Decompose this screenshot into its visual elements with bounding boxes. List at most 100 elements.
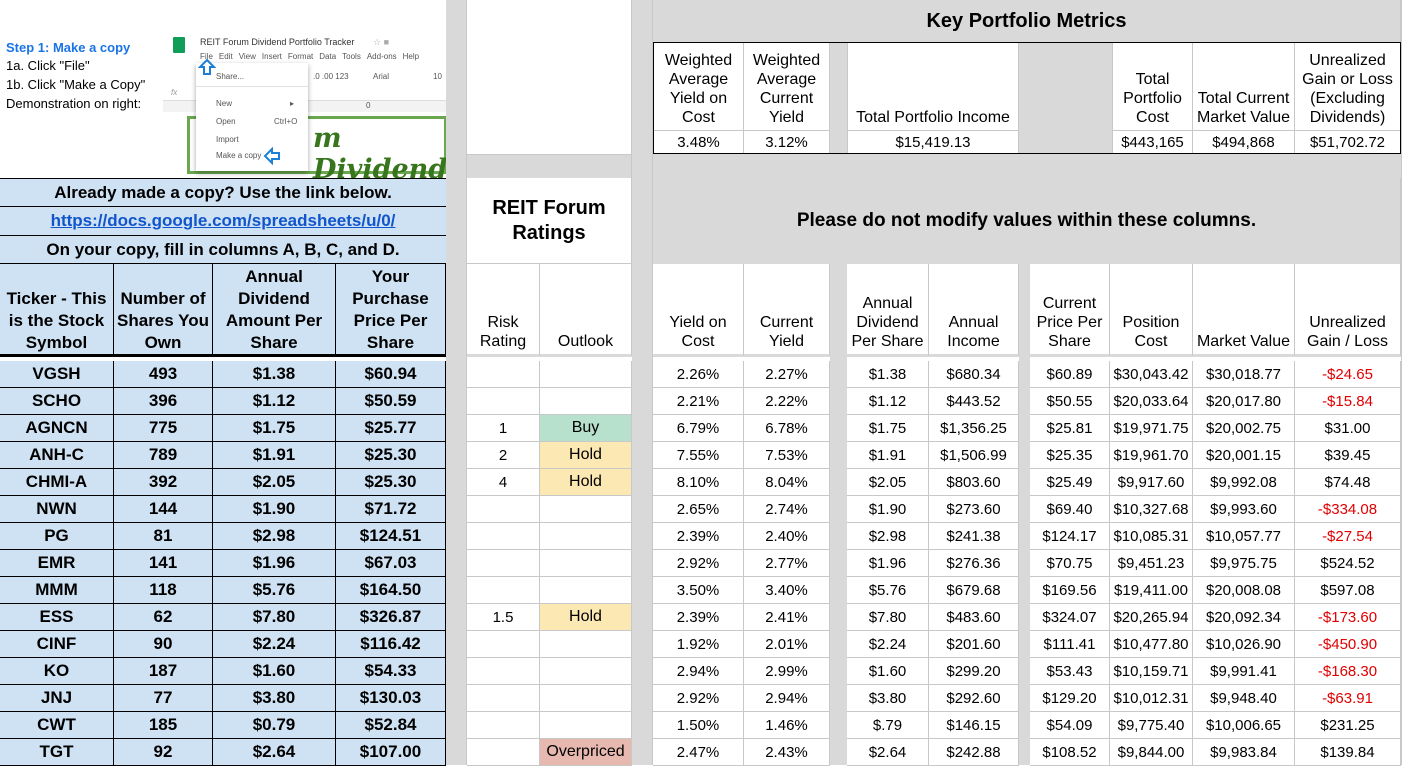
- cell-pos: $10,327.68: [1110, 496, 1193, 523]
- cell-ticker[interactable]: MMM: [0, 577, 114, 604]
- cell-yoc: 3.50%: [653, 577, 744, 604]
- metric-label-tcmv: Total Current Market Value: [1193, 43, 1295, 130]
- metric-value-tpi: $15,419.13: [847, 130, 1019, 153]
- cell-pos: $10,085.31: [1110, 523, 1193, 550]
- cell-income: $679.68: [929, 577, 1019, 604]
- cell-div[interactable]: $1.90: [213, 496, 336, 523]
- cell-ticker[interactable]: ANH-C: [0, 442, 114, 469]
- cell-shares[interactable]: 77: [114, 685, 213, 712]
- cell-shares[interactable]: 493: [114, 361, 213, 388]
- cell-adps: $.79: [847, 712, 929, 739]
- cell-shares[interactable]: 392: [114, 469, 213, 496]
- cell-price[interactable]: $52.84: [336, 712, 446, 739]
- do-not-modify-notice: Please do not modify values within these…: [653, 178, 1401, 264]
- cell-div[interactable]: $1.12: [213, 388, 336, 415]
- cell-ticker[interactable]: KO: [0, 658, 114, 685]
- cell-mv: $20,002.75: [1193, 415, 1295, 442]
- cell-div[interactable]: $1.38: [213, 361, 336, 388]
- cell-income: $242.88: [929, 739, 1019, 766]
- separator-column-4: [1019, 264, 1030, 765]
- cell-shares[interactable]: 396: [114, 388, 213, 415]
- demo-menu-help: Help: [402, 52, 420, 61]
- cell-shares[interactable]: 775: [114, 415, 213, 442]
- cell-price[interactable]: $130.03: [336, 685, 446, 712]
- cell-cpps: $111.41: [1030, 631, 1110, 658]
- cell-ticker[interactable]: CWT: [0, 712, 114, 739]
- cell-price[interactable]: $60.94: [336, 361, 446, 388]
- cell-div[interactable]: $0.79: [213, 712, 336, 739]
- cell-ticker[interactable]: CHMI-A: [0, 469, 114, 496]
- cell-ugl: $231.25: [1295, 712, 1401, 739]
- cell-price[interactable]: $25.77: [336, 415, 446, 442]
- cell-shares[interactable]: 90: [114, 631, 213, 658]
- cell-div[interactable]: $2.64: [213, 739, 336, 766]
- cell-ticker[interactable]: TGT: [0, 739, 114, 766]
- cell-mv: $20,001.15: [1193, 442, 1295, 469]
- cell-div[interactable]: $1.75: [213, 415, 336, 442]
- spreadsheets-link[interactable]: https://docs.google.com/spreadsheets/u/0…: [50, 211, 396, 230]
- cell-div[interactable]: $2.98: [213, 523, 336, 550]
- cell-price[interactable]: $54.33: [336, 658, 446, 685]
- cell-shares[interactable]: 118: [114, 577, 213, 604]
- cell-income: $146.15: [929, 712, 1019, 739]
- cell-price[interactable]: $116.42: [336, 631, 446, 658]
- instruction-line-3: Demonstration on right:: [6, 96, 142, 111]
- cell-shares[interactable]: 789: [114, 442, 213, 469]
- cell-cpps: $129.20: [1030, 685, 1110, 712]
- cell-div[interactable]: $5.76: [213, 577, 336, 604]
- cell-div[interactable]: $7.80: [213, 604, 336, 631]
- cell-ticker[interactable]: SCHO: [0, 388, 114, 415]
- cell-shares[interactable]: 144: [114, 496, 213, 523]
- demo-fx: fx: [171, 88, 178, 97]
- cell-ticker[interactable]: PG: [0, 523, 114, 550]
- cell-cy: 2.77%: [744, 550, 830, 577]
- cell-div[interactable]: $1.91: [213, 442, 336, 469]
- cell-div[interactable]: $1.96: [213, 550, 336, 577]
- cell-yoc: 2.26%: [653, 361, 744, 388]
- cell-shares[interactable]: 81: [114, 523, 213, 550]
- cell-ticker[interactable]: NWN: [0, 496, 114, 523]
- cell-ticker[interactable]: EMR: [0, 550, 114, 577]
- cell-pos: $10,012.31: [1110, 685, 1193, 712]
- cell-shares[interactable]: 62: [114, 604, 213, 631]
- cell-price[interactable]: $326.87: [336, 604, 446, 631]
- cell-outlook: Hold: [540, 469, 632, 496]
- cell-price[interactable]: $67.03: [336, 550, 446, 577]
- cell-ticker[interactable]: JNJ: [0, 685, 114, 712]
- cell-ticker[interactable]: AGNCN: [0, 415, 114, 442]
- step-title: Step 1: Make a copy: [6, 40, 131, 55]
- cell-shares[interactable]: 185: [114, 712, 213, 739]
- cell-div[interactable]: $1.60: [213, 658, 336, 685]
- cell-mv: $9,993.60: [1193, 496, 1295, 523]
- demo-menu-import: Import: [216, 135, 239, 144]
- cell-price[interactable]: $164.50: [336, 577, 446, 604]
- cell-ticker[interactable]: VGSH: [0, 361, 114, 388]
- cell-outlook: [540, 658, 632, 685]
- cell-price[interactable]: $124.51: [336, 523, 446, 550]
- cell-price[interactable]: $50.59: [336, 388, 446, 415]
- cell-shares[interactable]: 92: [114, 739, 213, 766]
- cell-shares[interactable]: 141: [114, 550, 213, 577]
- cell-cy: 1.46%: [744, 712, 830, 739]
- cell-ticker[interactable]: ESS: [0, 604, 114, 631]
- cell-mv: $10,026.90: [1193, 631, 1295, 658]
- cell-div[interactable]: $2.24: [213, 631, 336, 658]
- cell-yoc: 2.94%: [653, 658, 744, 685]
- cell-div[interactable]: $2.05: [213, 469, 336, 496]
- col-header-adps: Annual Dividend Per Share: [847, 264, 929, 357]
- cell-div[interactable]: $3.80: [213, 685, 336, 712]
- cell-risk: [467, 523, 540, 550]
- cell-price[interactable]: $25.30: [336, 442, 446, 469]
- cell-mv: $9,948.40: [1193, 685, 1295, 712]
- cell-ticker[interactable]: CINF: [0, 631, 114, 658]
- cell-shares[interactable]: 187: [114, 658, 213, 685]
- col-header-outlook: Outlook: [540, 264, 632, 357]
- cell-price[interactable]: $107.00: [336, 739, 446, 766]
- cell-cpps: $25.81: [1030, 415, 1110, 442]
- cell-pos: $9,844.00: [1110, 739, 1193, 766]
- cell-income: $201.60: [929, 631, 1019, 658]
- demo-menu-edit: Edit: [218, 52, 233, 61]
- cell-mv: $9,983.84: [1193, 739, 1295, 766]
- cell-price[interactable]: $71.72: [336, 496, 446, 523]
- cell-price[interactable]: $25.30: [336, 469, 446, 496]
